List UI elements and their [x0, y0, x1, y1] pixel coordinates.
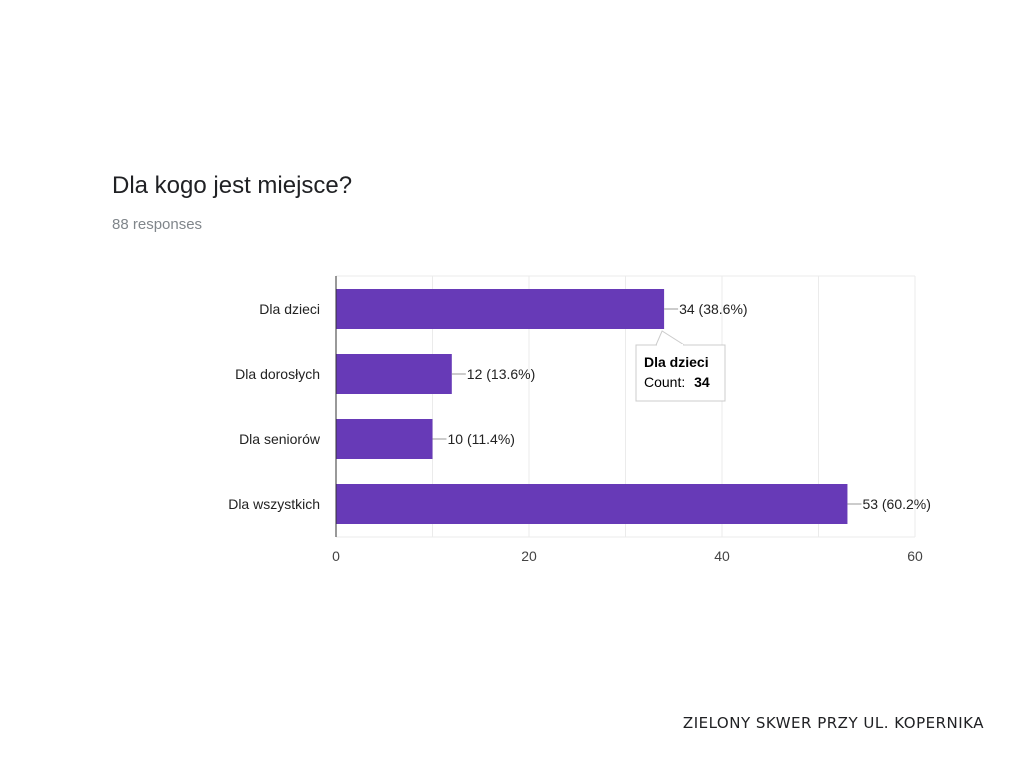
x-tick-label: 60: [907, 548, 923, 564]
x-tick-label: 0: [332, 548, 340, 564]
bar: [336, 419, 433, 459]
category-label: Dla wszystkich: [228, 496, 320, 512]
tooltip-count: Count: 34: [644, 374, 710, 390]
tooltip-box: [635, 344, 726, 402]
value-label: 53 (60.2%): [862, 496, 930, 512]
bar: [336, 354, 452, 394]
x-tick-label: 20: [521, 548, 537, 564]
tooltip-title: Dla dzieci: [644, 354, 709, 370]
bar: [336, 484, 848, 524]
value-label: 10 (11.4%): [448, 431, 515, 447]
tooltip-pointer: [655, 330, 686, 346]
footer-caption: ZIELONY SKWER PRZY UL. KOPERNIKA: [682, 714, 984, 732]
tooltip-count-label: Count:: [644, 374, 685, 390]
x-tick-label: 40: [714, 548, 730, 564]
labels-layer: 0 20 40 60 Dla dzieci 34 (38.6%) Dla dorosłych…: [228, 301, 931, 564]
category-label: Dla dzieci: [259, 301, 320, 317]
bar: [336, 289, 665, 329]
category-label: Dla dorosłych: [235, 366, 320, 382]
bars-layer: [336, 289, 848, 524]
category-label: Dla seniorów: [239, 431, 321, 447]
response-count: 88 responses: [112, 216, 203, 233]
question-title: Dla kogo jest miejsce?: [112, 172, 353, 199]
value-label: 34 (38.6%): [679, 301, 747, 317]
value-label: 12 (13.6%): [467, 366, 535, 382]
tooltip-count-value: 34: [694, 374, 710, 390]
tooltip: Dla dzieci Count: 34: [635, 330, 726, 402]
